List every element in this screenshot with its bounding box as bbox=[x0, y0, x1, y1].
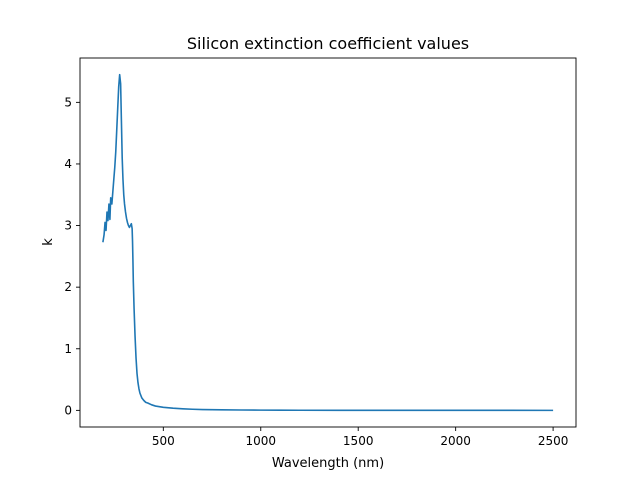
x-tick-label: 1500 bbox=[343, 434, 374, 448]
plot-background bbox=[80, 58, 576, 427]
x-tick-label: 1000 bbox=[245, 434, 276, 448]
x-tick-label: 2000 bbox=[440, 434, 471, 448]
y-tick-label: 1 bbox=[64, 342, 72, 356]
x-axis-label: Wavelength (nm) bbox=[272, 456, 384, 471]
x-tick-label: 2500 bbox=[538, 434, 569, 448]
y-tick-label: 4 bbox=[64, 157, 72, 171]
y-axis-label: k bbox=[41, 238, 56, 246]
plot-area bbox=[80, 58, 576, 427]
y-tick-label: 2 bbox=[64, 280, 72, 294]
y-tick-label: 0 bbox=[64, 403, 72, 417]
plot-frame bbox=[79, 57, 577, 428]
x-tick-label: 500 bbox=[152, 434, 175, 448]
y-tick-label: 3 bbox=[64, 219, 72, 233]
chart-title: Silicon extinction coefficient values bbox=[187, 34, 469, 53]
series-line bbox=[102, 73, 554, 412]
x-axis-ticks: 500 1000 1500 2000 2500 bbox=[152, 427, 569, 448]
y-axis-ticks: 0 1 2 3 4 5 bbox=[64, 95, 80, 417]
y-tick-label: 5 bbox=[64, 95, 72, 109]
